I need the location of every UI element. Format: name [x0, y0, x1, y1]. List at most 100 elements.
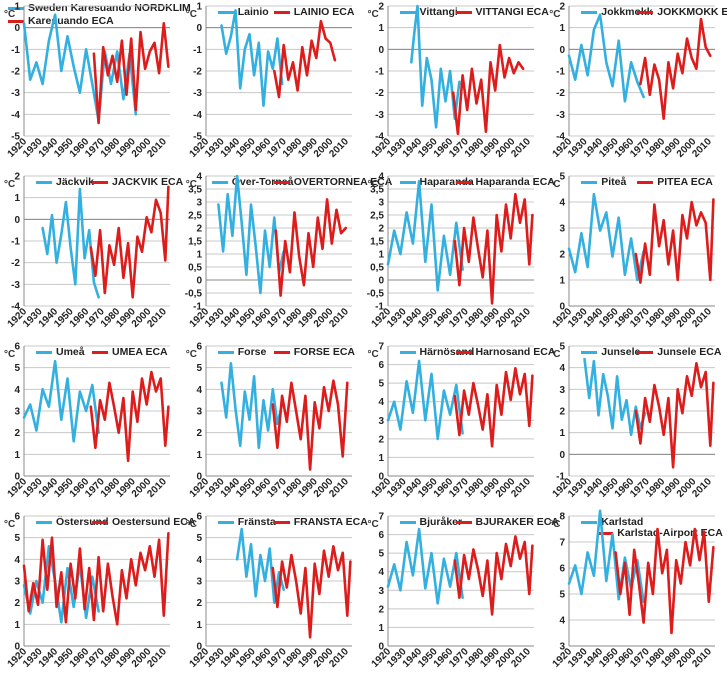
y-tick-label: 5 [378, 379, 384, 390]
legend-swatch [8, 19, 24, 23]
chart-panel-1: °C Sweden Karesuando NORDKLIM Karesuando E… [0, 0, 191, 170]
y-tick-label: 6 [196, 342, 202, 353]
unit-label: °C [549, 9, 561, 20]
legend-swatch [455, 350, 472, 354]
y-tick-label: -0,5 [185, 289, 203, 300]
legend-swatch [581, 180, 598, 184]
y-tick-label: 6 [196, 512, 202, 523]
legend-swatch [399, 520, 416, 524]
x-tick-label: 2010 [691, 306, 715, 330]
legend-label: Jäckvik [56, 176, 94, 188]
legend-item: UMEA ECA [92, 346, 168, 358]
y-tick-label: -1 [375, 302, 384, 313]
y-tick-label: 4 [378, 567, 384, 578]
x-tick-label: 2010 [509, 136, 533, 160]
legend-item: Bjuråker [399, 516, 462, 528]
x-tick-label: 2010 [145, 136, 169, 160]
legend-swatch [581, 520, 598, 524]
y-tick-label: 3 [560, 385, 566, 396]
eca-series-line [639, 17, 712, 120]
eca-series-line [22, 531, 170, 626]
legend-swatch [8, 6, 24, 10]
chart-svg: 0123456192019301940195019601970198019902… [187, 512, 352, 670]
y-tick-label: 2,5 [370, 211, 384, 222]
x-tick-label: 2010 [691, 646, 715, 670]
chart-svg: -4-3-2-101219201930194019501960197019801… [369, 2, 534, 160]
y-tick-label: -1 [193, 302, 202, 313]
legend-item: Piteå [581, 176, 626, 188]
station-series-line [41, 187, 100, 299]
chart-svg: -5-4-3-2-1011920193019401950196019701980… [187, 2, 352, 160]
unit-label: °C [185, 179, 197, 190]
y-tick-label: 5 [14, 363, 20, 374]
y-tick-label: -2 [375, 88, 384, 99]
legend-swatch [637, 180, 654, 184]
x-tick-label: 2010 [145, 646, 169, 670]
chart-svg: -1-0,500,511,522,533,5419201930194019501… [185, 172, 352, 330]
y-tick-label: 3 [196, 577, 202, 588]
chart-panel-7: °C Haparanda Haparanda ECA -1 -0,5 0 0,5 1 1,5 2 2… [364, 170, 555, 340]
legend-label: JOKKMOKK ECA [657, 6, 727, 18]
chart-svg: 0123456192019301940195019601970198019902… [6, 342, 170, 500]
y-tick-label: 1,5 [370, 237, 384, 248]
y-tick-label: 7 [378, 512, 384, 523]
unit-label: °C [549, 179, 561, 190]
legend-item: Lainio [217, 6, 269, 18]
y-tick-label: 2 [378, 224, 384, 235]
y-tick-label: 3 [378, 416, 384, 427]
y-tick-label: 1 [196, 250, 202, 261]
eca-series-line [453, 366, 534, 448]
eca-series-line [271, 544, 352, 639]
chart-panel-8: °C Piteå PITEA ECA 0 1 2 3 4 5 1920 1930 1940 1950 19… [545, 170, 727, 340]
y-tick-label: 2 [378, 2, 384, 13]
y-tick-label: 1 [196, 450, 202, 461]
legend-swatch [273, 10, 290, 14]
unit-label: °C [185, 519, 197, 530]
y-tick-label: 0 [560, 302, 566, 313]
station-series-line [386, 179, 464, 292]
y-tick-label: 2 [14, 172, 20, 183]
unit-label: °C [4, 349, 16, 360]
y-tick-label: -3 [556, 110, 565, 121]
y-tick-label: -4 [556, 132, 565, 143]
y-tick-label: 0 [14, 23, 20, 34]
legend-label: Lainio [237, 6, 269, 18]
x-tick-label: 2010 [509, 646, 533, 670]
legend-label: Karesuando ECA [28, 15, 114, 27]
y-tick-label: 5 [378, 549, 384, 560]
legend-label: OVERTORNEA ECA [293, 176, 393, 188]
chart-panel-16: °C Karlstad Karlstad-Airport ECA 3 4 5 6 7 8 1920… [545, 509, 727, 680]
y-tick-label: 5 [560, 590, 566, 601]
y-tick-label: 1 [378, 23, 384, 34]
chart-panel-10: °C Forse FORSE ECA 0 1 2 3 4 5 6 1920 1930 1940 1950 1… [182, 340, 364, 510]
eca-series-line [453, 535, 534, 616]
y-tick-label: 1,5 [188, 237, 202, 248]
y-tick-label: -5 [11, 132, 20, 143]
y-tick-label: 2 [14, 428, 20, 439]
y-tick-label: 0,5 [188, 263, 202, 274]
legend-label: PITEA ECA [657, 176, 713, 188]
chart-svg: 0123456719201930194019501960197019801990… [369, 342, 534, 500]
legend-item: Jokkmokk [581, 6, 653, 18]
y-tick-label: -4 [375, 132, 384, 143]
eca-series-line [89, 185, 170, 299]
legend-item: LAINIO ECA [273, 6, 354, 18]
legend-swatch [597, 531, 614, 535]
legend-swatch [399, 180, 416, 184]
legend-item: JACKVIK ECA [92, 176, 183, 188]
x-tick-label: 2010 [509, 306, 533, 330]
legend-item: Vittangi [399, 6, 458, 18]
legend-label: Östersund [56, 516, 109, 528]
y-tick-label: -5 [193, 132, 202, 143]
y-tick-label: -3 [375, 110, 384, 121]
legend-item: OVERTORNEA ECA [273, 176, 393, 188]
legend-swatch [273, 180, 290, 184]
unit-label: °C [4, 519, 16, 530]
legend-label: FORSE ECA [293, 346, 356, 358]
y-tick-label: 1 [14, 193, 20, 204]
y-tick-label: 0 [378, 472, 384, 483]
chart-panel-5: °C Jäckvik JACKVIK ECA -4 -3 -2 -1 0 1 2 1920 1930 1… [0, 170, 183, 340]
legend-label: Haparanda ECA [475, 176, 555, 188]
y-tick-label: 3 [14, 577, 20, 588]
y-tick-label: 5 [14, 533, 20, 544]
